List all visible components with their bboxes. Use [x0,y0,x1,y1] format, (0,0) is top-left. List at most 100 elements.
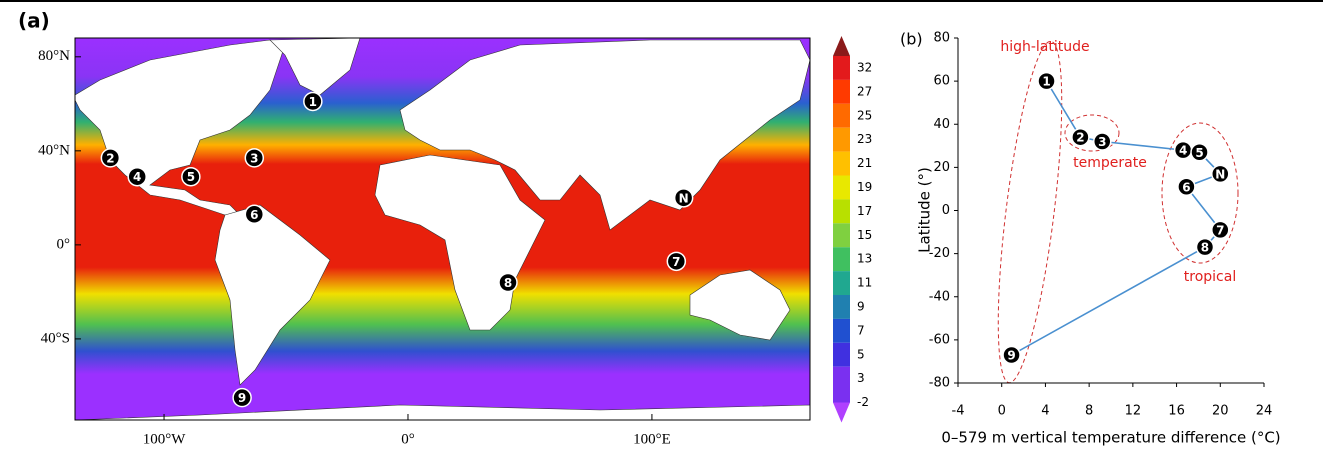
point [1211,164,1230,184]
colorbar-label: 32 [857,61,872,75]
x-tick-label: -4 [952,404,965,419]
colorbar-band [833,342,850,367]
colorbar-band [833,271,850,295]
x-tick-label: 8 [1085,404,1093,419]
colorbar-label: 11 [857,276,872,290]
colorbar-band [833,175,850,200]
site-label: 9 [238,391,246,405]
colorbar-band [833,247,850,272]
y-tick-label: -20 [929,246,950,261]
colorbar-label: 7 [857,323,865,337]
annotation: temperate [1073,155,1147,171]
y-tick-label: 60 [933,74,950,89]
point-label: 6 [1182,180,1190,194]
site-marker [244,204,265,225]
site-label: 6 [250,208,258,222]
colorbar-cap [833,36,850,56]
x-tick-label: 0° [401,431,415,447]
y-axis-label: Latitude (°) [916,167,934,253]
y-tick-label: 0 [942,203,950,218]
y-tick-label: 0° [57,236,71,252]
colorbar-label: 23 [857,132,872,146]
y-tick-label: 80°N [38,48,70,64]
point-label: 3 [1098,135,1106,149]
site-marker [232,387,252,408]
colorbar-label: 3 [857,371,865,385]
site-label: 8 [504,276,512,290]
colorbar-label: 15 [857,228,872,242]
y-tick-label: -60 [929,332,950,347]
panel-label: (a) [18,9,50,33]
x-tick-label: 24 [1256,404,1273,419]
site-marker [127,166,147,187]
x-axis-label: 0–579 m vertical temperature difference … [941,429,1280,447]
colorbar-label: 19 [857,180,872,194]
point [1037,71,1056,91]
colorbar-band [833,127,850,152]
y-tick-label: 80 [933,31,950,46]
colorbar-label: -2 [857,395,869,409]
x-tick-label: 0 [998,404,1006,419]
y-tick-label: 40°N [38,142,70,158]
point [1211,220,1230,240]
site-label: 5 [187,170,195,184]
y-tick-label: -40 [929,289,950,304]
site-label: 4 [133,170,141,184]
point-label: 9 [1007,348,1015,362]
annotation: high-latitude [1000,39,1089,55]
colorbar-label: 9 [857,300,865,314]
point [1177,177,1196,197]
point-label: 8 [1201,241,1209,255]
colorbar-band [833,56,850,80]
site-label: N [679,191,689,205]
point [1071,127,1090,147]
colorbar-label: 21 [857,156,872,170]
point-label: 4 [1179,144,1187,158]
colorbar-cap [833,402,850,423]
colorbar-band [833,366,850,403]
y-tick-label: 40°S [41,330,70,346]
group-ellipses [997,40,1239,384]
site-marker [666,251,687,272]
colorbar-band [833,151,850,176]
x-tick-label: 100°W [143,431,186,447]
map-frame [74,37,811,421]
site-marker [303,91,323,112]
colorbar-label: 17 [857,204,872,218]
x-tick-label: 16 [1168,404,1185,419]
colorbar-label: 25 [857,108,872,122]
point-label: N [1215,167,1225,181]
series-line [1011,80,1222,356]
colorbar-band [833,318,850,343]
point-label: 5 [1195,146,1203,160]
colorbar-label: 5 [857,347,865,361]
colorbar-band [833,103,850,128]
x-tick-label: 4 [1041,404,1049,419]
point-label: 2 [1076,131,1084,145]
colorbar-band [833,295,850,319]
y-tick-label: 20 [933,160,950,175]
colorbar-band [833,199,850,224]
line-panel: (b) Latitude (°) 0–579 m vertical temper… [900,30,1281,447]
site-marker [100,148,121,168]
point [1002,345,1021,365]
site-label: 7 [672,255,680,269]
colorbar-label: 13 [857,252,872,266]
point [1093,132,1112,151]
panel-label: (b) [900,30,923,49]
y-tick-label: -80 [929,376,950,391]
x-tick-label: 20 [1212,404,1229,419]
annotation: tropical [1184,269,1236,285]
colorbar-label: 27 [857,84,872,98]
site-label: 1 [309,95,317,109]
site-marker [181,166,201,187]
point-label: 1 [1042,75,1050,89]
point-label: 7 [1216,223,1224,237]
map-panel: (a) 100°W 0° 100°E80°N40°N0°40°S12 34 56N789… [18,9,872,448]
colorbar-band [833,79,850,104]
site-marker [673,188,694,208]
site-marker [244,148,265,168]
x-tick-label: 100°E [633,431,671,447]
point [1195,237,1215,257]
